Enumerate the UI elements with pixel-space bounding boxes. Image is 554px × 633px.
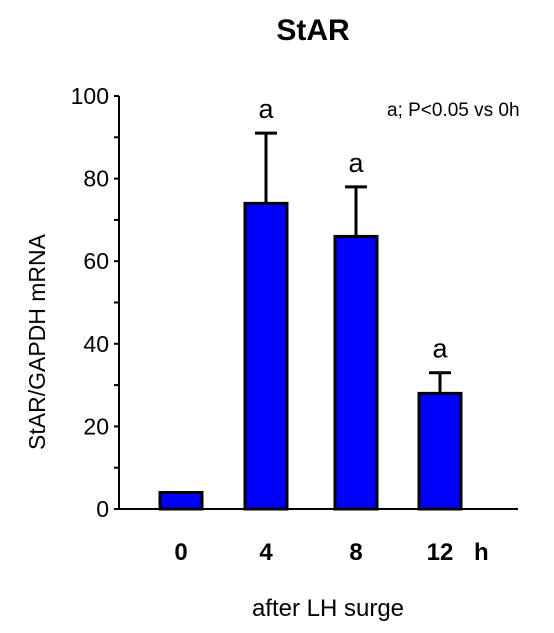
x-tick-label: 4: [259, 539, 273, 566]
significance-note: a; P<0.05 vs 0h: [387, 100, 520, 121]
x-tick-label: 8: [349, 539, 362, 566]
y-tick-label: 80: [83, 166, 109, 192]
bar: [243, 201, 289, 511]
bar: [158, 490, 204, 511]
y-tick-label: 100: [71, 83, 109, 109]
significance-label: a: [258, 94, 274, 124]
x-tick-label: 12: [427, 539, 454, 566]
y-tick-label: 0: [96, 496, 109, 522]
significance-label: a: [432, 334, 448, 364]
significance-label: a: [348, 148, 364, 178]
bar: [417, 391, 463, 511]
y-tick-label: 40: [83, 331, 109, 357]
y-axis: 0 20 40 60 80 100: [71, 83, 120, 522]
y-tick-label: 20: [83, 413, 109, 439]
x-unit-label: h: [474, 539, 489, 566]
x-tick-label: 0: [174, 539, 187, 566]
x-axis: 0 4 8 12: [119, 508, 518, 566]
x-axis-label: after LH surge: [252, 595, 404, 622]
y-tick-label: 60: [83, 248, 109, 274]
bar: [333, 234, 379, 511]
y-axis-label: StAR/GAPDH mRNA: [24, 233, 50, 450]
bars: a a a: [158, 94, 463, 511]
chart-title: StAR: [276, 14, 350, 47]
